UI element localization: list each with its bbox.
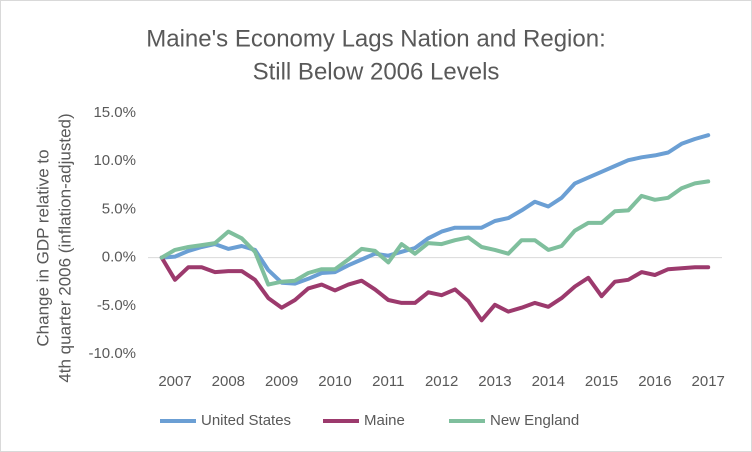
x-tick-label: 2017 xyxy=(692,373,725,390)
y-tick-label: 10.0% xyxy=(93,152,136,169)
x-tick-label: 2008 xyxy=(212,373,245,390)
legend-label: New England xyxy=(490,412,579,429)
x-tick-label: 2013 xyxy=(478,373,511,390)
y-axis-title-line: 4th quarter 2006 (inflation-adjusted) xyxy=(55,113,74,382)
y-tick-label: 5.0% xyxy=(102,200,136,217)
x-tick-label: 2016 xyxy=(638,373,671,390)
y-tick-label: 15.0% xyxy=(93,104,136,121)
y-tick-label: -5.0% xyxy=(97,297,136,314)
x-tick-label: 2011 xyxy=(372,373,404,390)
x-tick-label: 2012 xyxy=(425,373,458,390)
x-tick-label: 2007 xyxy=(158,373,191,390)
x-tick-label: 2015 xyxy=(585,373,618,390)
x-tick-label: 2009 xyxy=(265,373,298,390)
y-axis-title: Change in GDP relative to 4th quarter 20… xyxy=(33,113,74,382)
legend-label: Maine xyxy=(364,412,405,429)
y-tick-label: 0.0% xyxy=(102,249,136,266)
series-line xyxy=(159,255,711,323)
x-tick-label: 2014 xyxy=(532,373,565,390)
y-tick-label: -10.0% xyxy=(88,345,136,362)
series-line xyxy=(159,179,711,287)
chart-title: Still Below 2006 Levels xyxy=(253,58,500,85)
legend-label: United States xyxy=(201,412,291,429)
y-axis-title-line: Change in GDP relative to xyxy=(33,149,52,346)
x-tick-label: 2010 xyxy=(318,373,351,390)
chart-title: Maine's Economy Lags Nation and Region: xyxy=(146,25,606,52)
